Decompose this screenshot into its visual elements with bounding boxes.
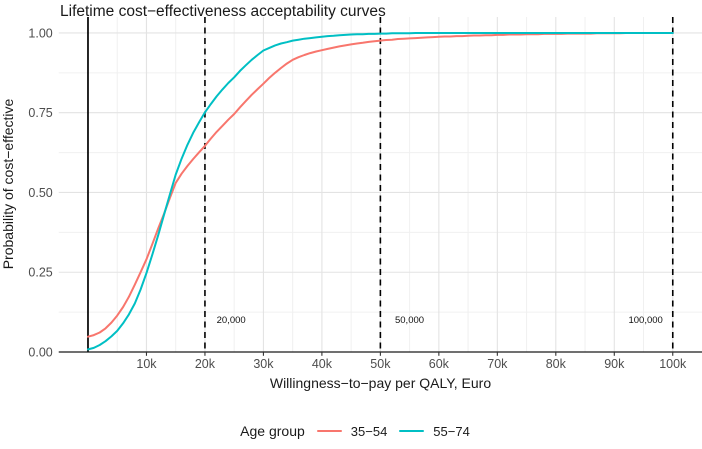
y-tick-label: 0.75 [28,106,52,120]
legend-item-35-54: 35−54 [316,423,388,439]
y-axis-title: Probability of cost−effective [0,98,16,270]
x-tick-label: 60k [429,357,450,371]
legend-item-55-74: 55−74 [399,424,470,439]
x-tick-label: 20k [195,357,216,371]
y-tick-label: 1.00 [28,26,52,40]
x-tick-label: 10k [136,357,157,371]
x-tick-label: 100k [659,357,687,371]
x-tick-label: 50k [370,357,391,371]
wtp-threshold-label: 100,000 [628,315,662,326]
y-tick-label: 0.25 [28,266,52,280]
legend-title: Age group [240,423,305,439]
wtp-threshold-label: 20,000 [217,315,246,326]
y-tick-label: 0.00 [28,345,52,359]
wtp-threshold-label: 50,000 [395,315,424,326]
legend-item-label: 55−74 [433,423,470,439]
legend-line-swatch-55-74 [399,429,425,433]
x-axis-title: Willingness−to−pay per QALY, Euro [269,375,492,391]
legend-item-label: 35−54 [350,423,388,439]
legend-line-swatch-35-54 [316,429,342,433]
x-tick-label: 80k [546,357,567,371]
plot-panel: 10k 20k 30k 40k 50k 60k 70k 80k 90k 100k 0.00 0.25 0… [28,17,702,371]
legend: Age group 35−54 55−74 [0,423,702,439]
x-tick-label: 30k [253,357,274,371]
y-tick-label: 0.50 [28,186,52,200]
x-tick-label: 40k [312,357,333,371]
x-tick-label: 90k [604,357,625,371]
x-tick-label: 70k [487,357,508,371]
series-line-55−74 [87,32,674,351]
chart-title: Lifetime cost−effectiveness acceptabilit… [60,3,386,20]
